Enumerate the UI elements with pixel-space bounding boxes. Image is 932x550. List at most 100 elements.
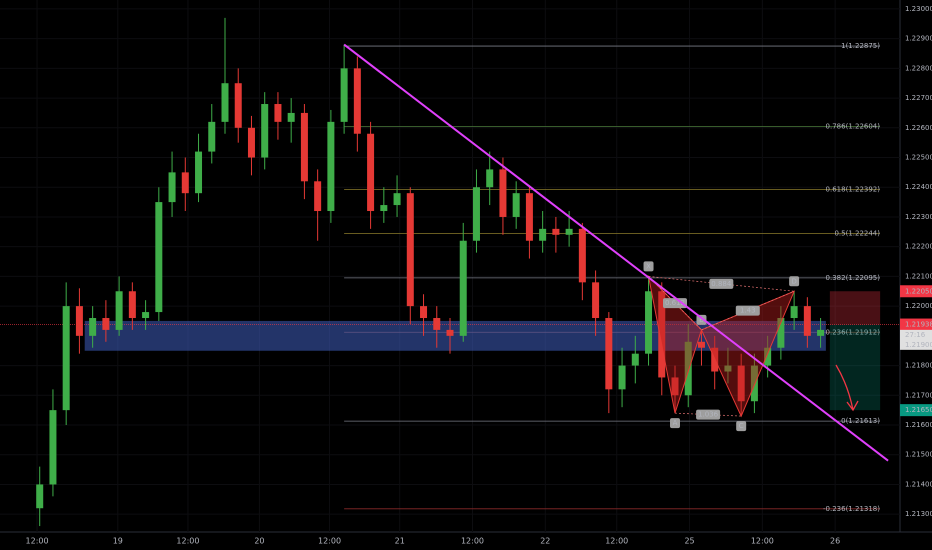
candle-body [433, 318, 441, 330]
price-badge-label: 1.21938 [905, 321, 932, 329]
candle-body [565, 228, 573, 235]
fib-label: 1(1.22875) [841, 42, 880, 50]
x-tick-label: 12:00 [318, 537, 341, 546]
candle-body [300, 112, 308, 182]
x-tick-label: 25 [684, 537, 694, 546]
candle-body [128, 291, 136, 319]
fib-label: 0(1.21613) [841, 417, 880, 425]
candle-body [499, 169, 507, 217]
candle-body [539, 228, 547, 241]
candle-body [459, 240, 467, 336]
ratio-badge [735, 305, 760, 316]
point-label: C [739, 422, 744, 430]
price-badge-label: 1.21900 [905, 341, 932, 349]
point-label: X [646, 262, 651, 270]
candle-body [446, 329, 454, 336]
point-label: D [791, 277, 796, 285]
candle-body [578, 228, 586, 283]
candle-body [115, 291, 123, 330]
point-badge [643, 261, 654, 272]
y-tick-label: 1.22500 [905, 154, 932, 162]
fib-label: -0.236(1.21318) [823, 505, 880, 513]
candle-body [406, 193, 414, 307]
y-tick-label: 1.22000 [905, 302, 932, 310]
target-zone [829, 324, 881, 411]
candle-body [552, 228, 560, 235]
candle-body [49, 410, 57, 485]
x-tick-label: 12:00 [176, 537, 199, 546]
candle-body [817, 329, 825, 336]
point-label: B [699, 316, 704, 324]
candle-body [658, 291, 666, 378]
price-badge [900, 404, 932, 417]
candle-body [684, 341, 692, 396]
candle-body [380, 205, 388, 212]
x-tick-label: 19 [113, 537, 123, 546]
candle-body [155, 202, 163, 313]
y-tick-label: 1.22700 [905, 94, 932, 102]
trendline [343, 43, 889, 462]
candle-body [750, 365, 758, 402]
y-tick-label: 1.21800 [905, 362, 932, 370]
candle-body [724, 365, 732, 372]
point-badge [736, 421, 747, 432]
ratio-label: 1.036 [698, 411, 719, 419]
ratio-label: 0.612 [665, 299, 685, 307]
stop-zone [829, 291, 881, 325]
point-badge [789, 276, 800, 287]
fib-label: 0.786(1.22604) [826, 123, 881, 131]
y-tick-label: 1.23000 [905, 5, 932, 13]
x-tick-label: 12:00 [26, 537, 49, 546]
ratio-line [701, 290, 795, 331]
y-tick-label: 1.22100 [905, 272, 932, 280]
fib-label: 0.618(1.22392) [826, 186, 881, 194]
price-badge-label: 1.22050 [905, 287, 932, 295]
candle-body [592, 282, 600, 319]
y-tick-label: 1.22900 [905, 35, 932, 43]
candle-body [142, 312, 150, 319]
candle-body [247, 127, 255, 158]
candle-body [287, 112, 295, 122]
candle-body [208, 121, 216, 152]
point-badge [670, 418, 680, 429]
candle-body [790, 306, 798, 319]
ratio-label: 0.884 [711, 280, 732, 288]
y-tick-label: 1.22400 [905, 183, 932, 191]
candle-body [75, 306, 83, 336]
candle-body [393, 193, 401, 206]
candle-body [89, 318, 97, 336]
y-tick-label: 1.21600 [905, 421, 932, 429]
candle-body [764, 347, 772, 366]
candle-body [472, 187, 480, 241]
candle-body [367, 133, 375, 212]
x-tick-label: 20 [254, 537, 264, 546]
countdown-label: 27:16 [905, 331, 926, 339]
candle-body [803, 306, 811, 336]
y-tick-label: 1.22600 [905, 124, 932, 132]
candle-body [340, 68, 348, 122]
candle-body [645, 291, 653, 354]
price-badge-label: 1.21650 [905, 406, 932, 414]
candle-body [261, 104, 269, 158]
candle-body [221, 83, 229, 122]
x-tick-label: 26 [830, 537, 840, 546]
candle-body [62, 306, 70, 411]
candle-body [234, 83, 242, 128]
y-tick-label: 1.22200 [905, 243, 932, 251]
fib-label: 0.382(1.22095) [826, 274, 881, 282]
x-tick-label: 12:00 [461, 537, 484, 546]
candle-body [631, 353, 639, 366]
candle-body [618, 365, 626, 390]
point-label: A [673, 419, 678, 427]
x-tick-label: 12:00 [751, 537, 774, 546]
fib-label: 0.236(1.21912) [826, 328, 881, 336]
price-badge [900, 318, 932, 331]
candle-body [274, 104, 282, 122]
candle-body [671, 377, 679, 396]
candle-body [195, 151, 203, 194]
y-tick-label: 1.21400 [905, 480, 932, 488]
y-tick-label: 1.21700 [905, 391, 932, 399]
candle-body [777, 318, 785, 348]
candle-body [512, 193, 520, 217]
candle-body [697, 341, 705, 348]
